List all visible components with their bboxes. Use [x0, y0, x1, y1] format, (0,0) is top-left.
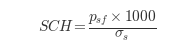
Text: $SCH = \dfrac{p_{sf} \times 1000}{\sigma_s}$: $SCH = \dfrac{p_{sf} \times 1000}{\sigma… [38, 9, 157, 43]
